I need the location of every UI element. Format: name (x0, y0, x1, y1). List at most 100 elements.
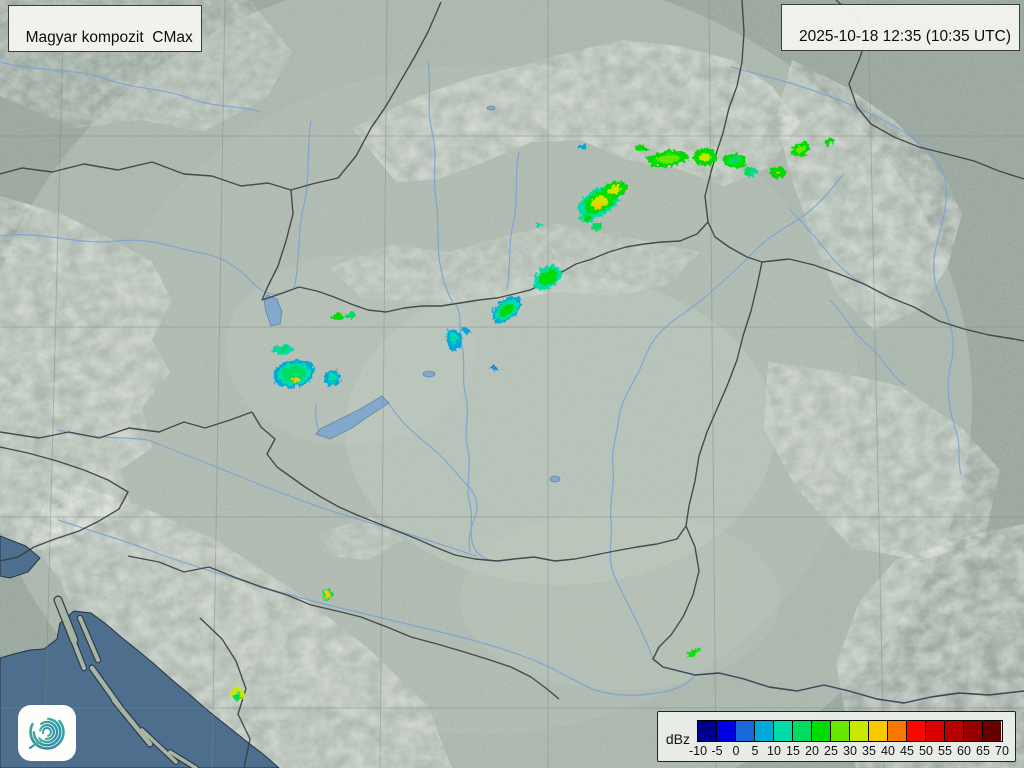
radar-echo (490, 364, 494, 368)
river-sio (387, 401, 478, 552)
river-sava (57, 519, 696, 696)
lake-velence (422, 370, 436, 378)
river-danube-upper (0, 234, 282, 295)
island (64, 620, 86, 670)
legend-color-cell (812, 721, 831, 741)
radar-echo (634, 143, 646, 149)
radar-echo (275, 345, 287, 351)
legend-tick-label: 45 (900, 744, 914, 758)
legend-tick-label: 25 (824, 744, 838, 758)
border-sk-ua (704, 0, 745, 223)
river-danube-mid (455, 303, 515, 562)
legend-color-cell (774, 721, 793, 741)
meridian (867, 0, 885, 768)
legend-tick-label: 40 (881, 744, 895, 758)
radar-echo (794, 144, 804, 152)
border-hu-ua (707, 221, 763, 263)
river-drava (147, 439, 477, 557)
legend-tick-label: 70 (995, 744, 1009, 758)
legend-color-cell (926, 721, 945, 741)
border-hu-rs (513, 525, 687, 562)
border-ua-ro (761, 258, 1024, 342)
radar-echo (448, 330, 456, 342)
legend-tick-label: 50 (919, 744, 933, 758)
timestamp-badge: 2025-10-18 12:35 (10:35 UTC) (781, 4, 1020, 52)
legend-color-cell (755, 721, 774, 741)
legend-color-cell (945, 721, 964, 741)
legend-color-cell (888, 721, 907, 741)
radar-echo (590, 221, 600, 229)
radar-echo (280, 364, 304, 380)
legend-color-cell (907, 721, 926, 741)
legend-color-bar: -10 -5 0 5 10 15 20 25 30 35 40 45 50 55 60 65 70 (689, 720, 1009, 759)
river-east-meander (730, 66, 962, 475)
radar-echo (537, 268, 555, 284)
border-hu-ro (685, 261, 763, 527)
legend-tick-label: 35 (862, 744, 876, 758)
legend-unit-label: dBz (665, 731, 690, 747)
radar-echo-layer (229, 136, 833, 699)
legend-color-cell (793, 721, 812, 741)
border-at-sk (261, 189, 294, 301)
radar-echo (823, 136, 833, 144)
radar-echo (685, 645, 699, 657)
river-hron (506, 151, 520, 290)
legend-tick-label: 5 (751, 744, 759, 758)
island (140, 728, 178, 764)
radar-echo (654, 152, 678, 162)
border-hr-ba (127, 555, 560, 700)
radar-echo (725, 154, 741, 164)
meridian (211, 0, 226, 768)
island (111, 697, 153, 747)
legend-color-cell (698, 721, 717, 741)
legend-tick-label: 20 (805, 744, 819, 758)
islands (54, 596, 198, 768)
radar-echo (697, 150, 709, 160)
radar-echo (232, 691, 240, 699)
logo-background (18, 705, 76, 761)
island (78, 616, 100, 662)
product-label-badge: Magyar kompozit CMax (8, 5, 202, 53)
border-si-hr (0, 446, 129, 562)
lake-neusiedl (263, 294, 283, 327)
radar-echo (534, 221, 540, 225)
legend-tick-label: 30 (843, 744, 857, 758)
legend-color-cell (983, 721, 1001, 741)
legend-tick-label: -10 (688, 744, 708, 758)
river-northwest (0, 61, 262, 113)
radar-echo (322, 588, 330, 598)
legend-color-cell (869, 721, 888, 741)
radar-echo (343, 311, 353, 317)
legend-color-cell (850, 721, 869, 741)
lake-pond (549, 475, 561, 483)
radar-echo (747, 167, 755, 173)
border-hu-hr-drava (251, 411, 515, 562)
legend-tick-label: 65 (976, 744, 990, 758)
legend-tick-label: 10 (767, 744, 781, 758)
legend-color-cell (736, 721, 755, 741)
radar-echo (330, 312, 342, 318)
border-hu-sk (261, 221, 709, 313)
radar-echo (459, 325, 469, 333)
border-hu-si (0, 411, 253, 439)
radar-echo (497, 301, 513, 315)
legend-tick-label: 55 (938, 744, 952, 758)
radar-echo (606, 183, 620, 193)
gulf-of-trieste (0, 535, 41, 579)
logo-spiral-icon (28, 714, 65, 750)
legend-color-cell (717, 721, 736, 741)
legend-tick-labels: -10 -5 0 5 10 15 20 25 30 35 40 45 50 55 60 65 70 (689, 742, 1009, 759)
lakes-layer (263, 105, 561, 483)
legend-color-cell (964, 721, 983, 741)
river-vah (427, 61, 454, 304)
meridian (43, 0, 65, 768)
lake-liptov (486, 105, 496, 111)
product-label: Magyar kompozit CMax (25, 29, 193, 47)
legend-color-cell (831, 721, 850, 741)
hungaromet-logo (18, 705, 76, 761)
river-tisza (609, 257, 749, 660)
